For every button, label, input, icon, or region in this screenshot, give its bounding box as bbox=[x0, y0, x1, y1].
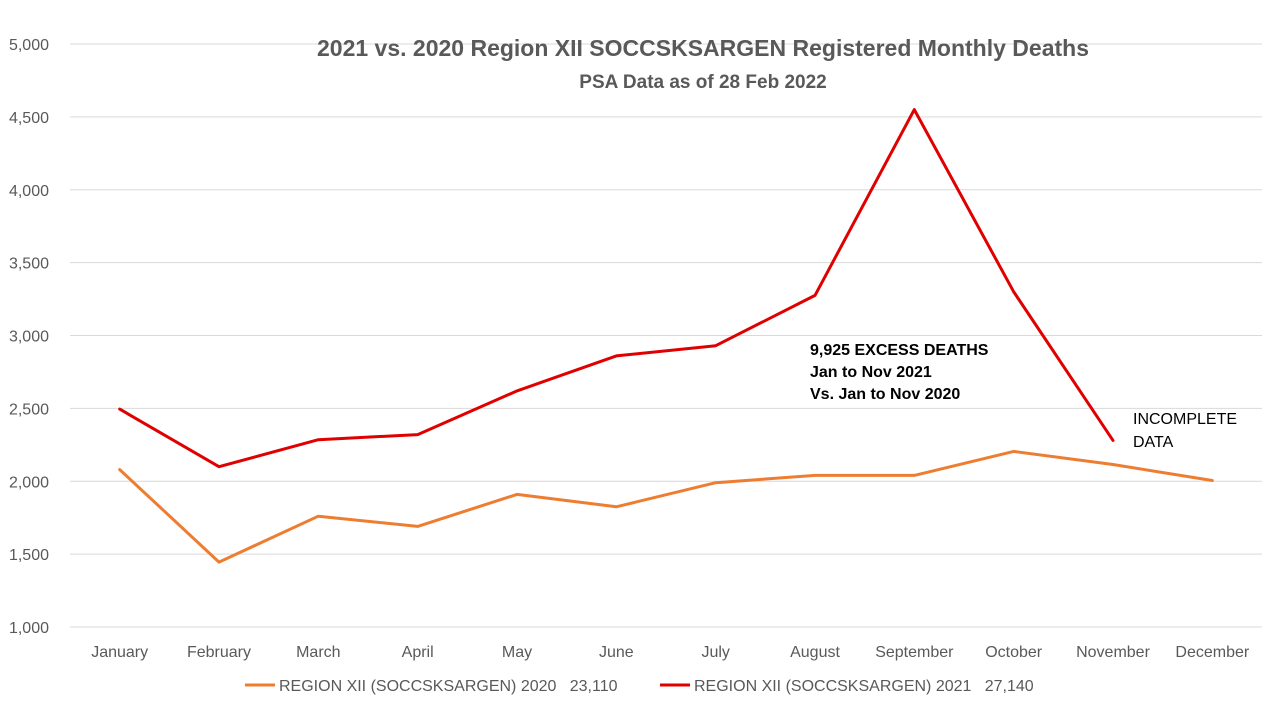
x-tick-label: September bbox=[875, 644, 954, 661]
y-tick-label: 3,000 bbox=[9, 329, 49, 346]
y-tick-label: 1,500 bbox=[9, 547, 49, 564]
x-tick-label: November bbox=[1076, 644, 1150, 661]
x-tick-label: July bbox=[701, 644, 729, 661]
x-tick-label: December bbox=[1175, 644, 1249, 661]
legend-label-2020: REGION XII (SOCCSKSARGEN) 2020 23,110 bbox=[279, 678, 618, 695]
x-tick-label: May bbox=[502, 644, 532, 661]
chart-subtitle: PSA Data as of 28 Feb 2022 bbox=[579, 72, 826, 93]
y-tick-label: 2,000 bbox=[9, 474, 49, 491]
x-tick-label: March bbox=[296, 644, 340, 661]
annotation-incomplete-line-2: DATA bbox=[1133, 434, 1174, 451]
x-axis-ticks: January February March April May June July Augu… bbox=[91, 644, 1250, 661]
annotation-excess-line-2: Jan to Nov 2021 bbox=[810, 364, 932, 381]
x-tick-label: January bbox=[91, 644, 148, 661]
chart-title: 2021 vs. 2020 Region XII SOCCSKSARGEN Re… bbox=[317, 35, 1089, 61]
x-tick-label: February bbox=[187, 644, 251, 661]
series-lines bbox=[118, 108, 1214, 564]
legend: REGION XII (SOCCSKSARGEN) 2020 23,110 RE… bbox=[245, 678, 1034, 695]
y-tick-label: 2,500 bbox=[9, 401, 49, 418]
x-tick-label: June bbox=[599, 644, 634, 661]
annotation-excess-line-3: Vs. Jan to Nov 2020 bbox=[810, 386, 960, 403]
y-tick-label: 4,500 bbox=[9, 110, 49, 127]
annotation-excess-deaths: 9,925 EXCESS DEATHS Jan to Nov 2021 Vs. … bbox=[810, 342, 989, 403]
gridlines bbox=[70, 43, 1262, 628]
annotation-incomplete-data: INCOMPLETE DATA bbox=[1133, 411, 1237, 451]
y-tick-label: 4,000 bbox=[9, 183, 49, 200]
y-axis-ticks: 1,000 1,500 2,000 2,500 3,000 3,500 4,000 4,500… bbox=[9, 37, 49, 637]
series-line-0 bbox=[118, 449, 1214, 564]
x-tick-label: April bbox=[402, 644, 434, 661]
legend-label-2021: REGION XII (SOCCSKSARGEN) 2021 27,140 bbox=[694, 678, 1034, 695]
y-tick-label: 3,500 bbox=[9, 256, 49, 273]
annotation-incomplete-line-1: INCOMPLETE bbox=[1133, 411, 1237, 428]
y-tick-label: 5,000 bbox=[9, 37, 49, 54]
x-tick-label: August bbox=[790, 644, 840, 661]
annotation-excess-line-1: 9,925 EXCESS DEATHS bbox=[810, 342, 989, 359]
x-tick-label: October bbox=[985, 644, 1043, 661]
series-line-1 bbox=[118, 108, 1115, 469]
y-tick-label: 1,000 bbox=[9, 620, 49, 637]
